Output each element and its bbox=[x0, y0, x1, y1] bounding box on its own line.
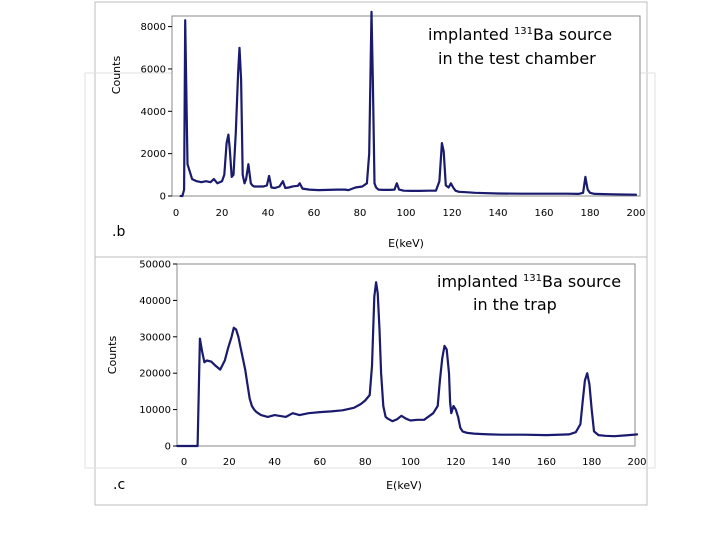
spectrum-series-line bbox=[179, 10, 638, 198]
x-tick-label: 20 bbox=[223, 457, 236, 468]
x-tick-label: 180 bbox=[580, 208, 599, 219]
isotope-mass-superscript: 131 bbox=[523, 273, 542, 284]
x-tick-label: 80 bbox=[359, 457, 372, 468]
y-tick-label: 30000 bbox=[139, 332, 171, 343]
tick-layer: 0 10000 20000 30000 40000 50000 0 20 40 60 80 100 12… bbox=[139, 260, 646, 469]
x-tick-label: 80 bbox=[354, 208, 367, 219]
x-tick-label: 60 bbox=[314, 457, 327, 468]
x-tick-label: 180 bbox=[582, 457, 601, 468]
isotope-mass-superscript: 131 bbox=[514, 26, 533, 37]
x-axis-label: E(keV) bbox=[388, 237, 424, 250]
annotation-line-2: in the trap bbox=[473, 295, 557, 314]
x-tick-label: 200 bbox=[627, 457, 646, 468]
y-axis-label: Counts bbox=[106, 336, 119, 375]
annotation-prefix: implanted bbox=[437, 272, 523, 291]
y-tick-label: 10000 bbox=[139, 405, 171, 416]
x-tick-label: 40 bbox=[268, 457, 281, 468]
y-tick-label: 40000 bbox=[139, 296, 171, 307]
annotation-suffix: Ba source bbox=[542, 272, 621, 291]
x-tick-label: 160 bbox=[537, 457, 556, 468]
y-tick-label: 6000 bbox=[141, 64, 166, 75]
x-axis-label: E(keV) bbox=[386, 479, 422, 492]
y-axis-label: Counts bbox=[110, 56, 123, 95]
annotation-prefix: implanted bbox=[428, 25, 514, 44]
x-tick-label: 0 bbox=[173, 208, 179, 219]
x-tick-label: 0 bbox=[181, 457, 187, 468]
chart-test-chamber: 0 2000 4000 6000 8000 0 20 40 60 80 100 120 140 160 18… bbox=[110, 10, 646, 250]
panel-tag-b: .b bbox=[112, 224, 125, 240]
annotation-suffix: Ba source bbox=[533, 25, 612, 44]
plot-area-frame bbox=[171, 15, 641, 197]
series-layer bbox=[176, 281, 639, 448]
annotation-line-1: implanted 131Ba source bbox=[437, 272, 621, 291]
x-tick-label: 100 bbox=[396, 208, 415, 219]
x-tick-label: 40 bbox=[262, 208, 275, 219]
plot-area-frame bbox=[176, 263, 636, 447]
x-tick-label: 100 bbox=[401, 457, 420, 468]
y-tick-label: 2000 bbox=[141, 149, 166, 160]
panel-tag-c: .c bbox=[113, 477, 125, 493]
annotation-line-1: implanted 131Ba source bbox=[428, 25, 612, 44]
x-tick-label: 20 bbox=[216, 208, 229, 219]
tick-layer: 0 2000 4000 6000 8000 0 20 40 60 80 100 120 140 160 18… bbox=[141, 22, 646, 219]
x-tick-label: 200 bbox=[626, 208, 645, 219]
x-tick-label: 120 bbox=[446, 457, 465, 468]
annotation-line-2: in the test chamber bbox=[438, 49, 596, 68]
y-tick-label: 8000 bbox=[141, 22, 166, 33]
y-tick-label: 50000 bbox=[139, 260, 171, 271]
y-tick-label: 20000 bbox=[139, 369, 171, 380]
y-tick-label: 4000 bbox=[141, 107, 166, 118]
x-tick-label: 160 bbox=[534, 208, 553, 219]
chart-trap: 0 10000 20000 30000 40000 50000 0 20 40 60 80 100 12… bbox=[106, 260, 647, 494]
x-tick-label: 140 bbox=[492, 457, 511, 468]
x-tick-label: 120 bbox=[442, 208, 461, 219]
spectrum-series-line bbox=[176, 281, 639, 448]
y-tick-label: 0 bbox=[160, 192, 166, 203]
x-tick-label: 60 bbox=[308, 208, 321, 219]
series-layer bbox=[179, 10, 638, 198]
x-tick-label: 140 bbox=[488, 208, 507, 219]
y-tick-label: 0 bbox=[165, 442, 171, 453]
outer-figure-frame bbox=[94, 1, 648, 506]
